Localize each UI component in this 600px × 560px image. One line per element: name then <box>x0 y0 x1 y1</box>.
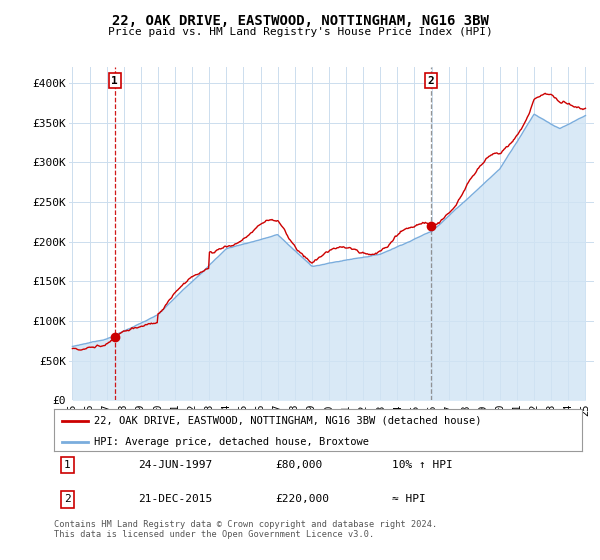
Text: 1: 1 <box>112 76 118 86</box>
Text: 2: 2 <box>428 76 434 86</box>
Text: 10% ↑ HPI: 10% ↑ HPI <box>392 460 452 470</box>
Text: 1: 1 <box>64 460 71 470</box>
Text: 21-DEC-2015: 21-DEC-2015 <box>139 494 213 505</box>
Text: HPI: Average price, detached house, Broxtowe: HPI: Average price, detached house, Brox… <box>94 437 368 446</box>
Text: £80,000: £80,000 <box>276 460 323 470</box>
Text: 24-JUN-1997: 24-JUN-1997 <box>139 460 213 470</box>
Text: 22, OAK DRIVE, EASTWOOD, NOTTINGHAM, NG16 3BW (detached house): 22, OAK DRIVE, EASTWOOD, NOTTINGHAM, NG1… <box>94 416 481 426</box>
Text: 22, OAK DRIVE, EASTWOOD, NOTTINGHAM, NG16 3BW: 22, OAK DRIVE, EASTWOOD, NOTTINGHAM, NG1… <box>112 14 488 28</box>
Text: Price paid vs. HM Land Registry's House Price Index (HPI): Price paid vs. HM Land Registry's House … <box>107 27 493 37</box>
Text: ≈ HPI: ≈ HPI <box>392 494 425 505</box>
Text: 2: 2 <box>64 494 71 505</box>
Text: £220,000: £220,000 <box>276 494 330 505</box>
Text: Contains HM Land Registry data © Crown copyright and database right 2024.
This d: Contains HM Land Registry data © Crown c… <box>54 520 437 539</box>
